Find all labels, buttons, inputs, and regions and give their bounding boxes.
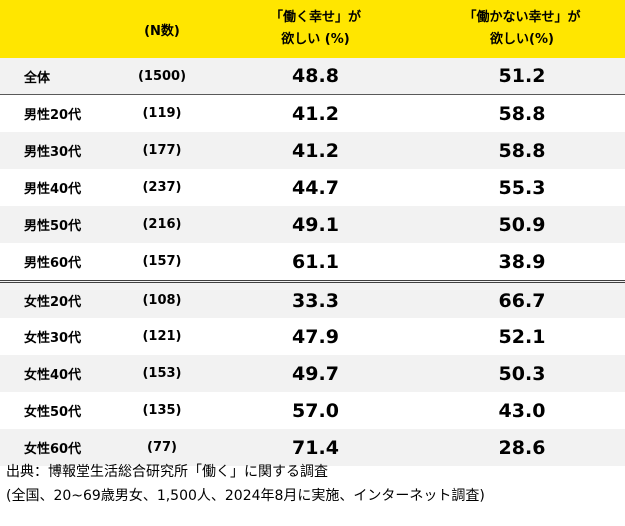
row-label: 女性30代: [24, 331, 82, 346]
table-row: 女性30代 (121) 47.9 52.1: [0, 318, 625, 355]
table-row: 女性50代 (135) 57.0 43.0: [0, 392, 625, 429]
header-n-count: (N数): [144, 23, 180, 39]
table-row: 男性40代 (237) 44.7 55.3: [0, 169, 625, 206]
header-work-line2: 欲しい (%): [281, 32, 350, 47]
row-n: (77): [147, 440, 177, 455]
row-label: 女性50代: [24, 405, 82, 420]
row-label: 男性50代: [24, 219, 82, 234]
row-n: (177): [142, 143, 182, 158]
row-n: (1500): [137, 68, 187, 84]
row-work-value: 48.8: [292, 65, 339, 87]
header-nowork-line1: 「働かない幸せ」が: [463, 10, 581, 25]
row-work-value: 61.1: [292, 250, 339, 273]
row-nowork-value: 66.7: [498, 289, 546, 312]
row-n: (153): [142, 366, 182, 381]
source-note: 出典：博報堂生活総合研究所「働く」に関する調査 (全国、20~69歳男女、1,5…: [6, 460, 485, 508]
row-label: 女性60代: [24, 442, 82, 457]
row-nowork-value: 51.2: [498, 65, 546, 87]
table-row: 男性20代 (119) 41.2 58.8: [0, 95, 625, 132]
row-n: (108): [142, 293, 182, 308]
header-empty: [0, 0, 112, 58]
row-label: 女性20代: [24, 295, 82, 310]
row-label: 女性40代: [24, 368, 82, 383]
header-work-happiness: 「働く幸せ」が 欲しい (%): [212, 0, 419, 58]
row-work-value: 33.3: [292, 289, 339, 312]
source-line: 出典：博報堂生活総合研究所「働く」に関する調査: [6, 464, 328, 480]
row-work-value: 49.1: [292, 213, 339, 236]
row-nowork-value: 50.3: [498, 362, 546, 385]
row-work-value: 57.0: [292, 399, 339, 422]
row-nowork-value: 52.1: [498, 325, 546, 348]
row-n: (135): [142, 403, 182, 418]
row-nowork-value: 58.8: [498, 139, 546, 162]
row-n: (119): [142, 106, 182, 121]
header-nowork-line2: 欲しい(%): [490, 32, 554, 47]
row-n: (216): [142, 217, 182, 232]
row-work-value: 71.4: [292, 436, 339, 459]
row-label: 男性60代: [24, 256, 82, 271]
row-n: (157): [142, 254, 182, 269]
row-label: 男性30代: [24, 145, 82, 160]
survey-table: (N数) 「働く幸せ」が 欲しい (%) 「働かない幸せ」が 欲しい(%) 全体…: [0, 0, 625, 466]
row-nowork-value: 50.9: [498, 213, 546, 236]
row-nowork-value: 28.6: [498, 436, 546, 459]
table-row-total: 全体 (1500) 48.8 51.2: [0, 58, 625, 95]
survey-details-line: (全国、20~69歳男女、1,500人、2024年8月に実施、インターネット調査…: [6, 488, 485, 504]
row-label: 男性20代: [24, 108, 82, 123]
row-n: (237): [142, 180, 182, 195]
header-nowork-happiness: 「働かない幸せ」が 欲しい(%): [419, 0, 625, 58]
row-work-value: 49.7: [292, 362, 339, 385]
row-nowork-value: 58.8: [498, 102, 546, 125]
row-work-value: 47.9: [292, 325, 339, 348]
row-label: 男性40代: [24, 182, 82, 197]
table-row: 男性30代 (177) 41.2 58.8: [0, 132, 625, 169]
row-nowork-value: 55.3: [498, 176, 546, 199]
row-label: 全体: [24, 70, 51, 86]
header-work-line1: 「働く幸せ」が: [269, 10, 361, 25]
row-nowork-value: 38.9: [498, 250, 546, 273]
row-n: (121): [142, 329, 182, 344]
row-work-value: 41.2: [292, 139, 339, 162]
table-row: 男性60代 (157) 61.1 38.9: [0, 243, 625, 280]
table-row: 女性40代 (153) 49.7 50.3: [0, 355, 625, 392]
table-row: 女性20代 (108) 33.3 66.7: [0, 280, 625, 318]
table-row: 女性60代 (77) 71.4 28.6: [0, 429, 625, 466]
row-work-value: 41.2: [292, 102, 339, 125]
table-header: (N数) 「働く幸せ」が 欲しい (%) 「働かない幸せ」が 欲しい(%): [0, 0, 625, 58]
row-nowork-value: 43.0: [498, 399, 546, 422]
table-row: 男性50代 (216) 49.1 50.9: [0, 206, 625, 243]
row-work-value: 44.7: [292, 176, 339, 199]
